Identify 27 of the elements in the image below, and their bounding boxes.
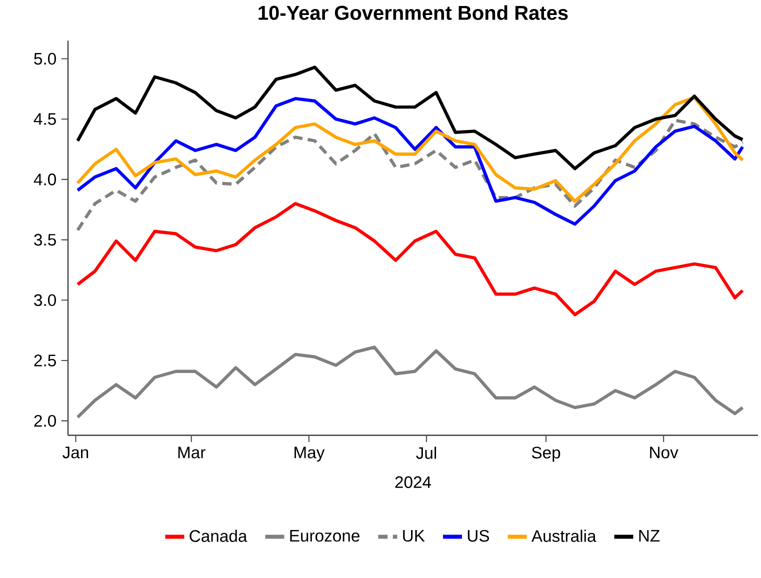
y-tick-label: 4.5 [34,113,56,125]
line-series [76,346,744,419]
legend-label: NZ [639,530,660,542]
legend-label: UK [403,530,425,542]
x-axis-title: 2024 [395,476,432,488]
chart-title: 10-Year Government Bond Rates [258,5,568,20]
line-series [76,96,744,203]
line-series [76,66,744,170]
line-series [76,96,744,226]
y-tick-label: 5.0 [34,52,56,65]
legend-label: Canada [190,530,248,542]
line-series [76,202,744,316]
legend-label: Australia [531,530,596,542]
y-tick-label: 3.5 [34,234,56,246]
x-tick-label: May [294,446,325,462]
y-tick-label: 2.0 [34,414,56,427]
x-tick-label: Jul [416,446,436,459]
y-tick-label: 4.0 [34,174,56,186]
legend-label: Eurozone [290,530,360,542]
x-tick-label: Mar [178,446,206,458]
x-tick-label: Jan [62,446,88,458]
legend-label: US [468,530,490,542]
x-tick-label: Nov [650,446,678,458]
x-tick-label: Sep [532,446,560,462]
y-tick-label: 3.0 [34,294,56,306]
line-series [76,118,744,232]
y-tick-label: 2.5 [34,354,56,366]
